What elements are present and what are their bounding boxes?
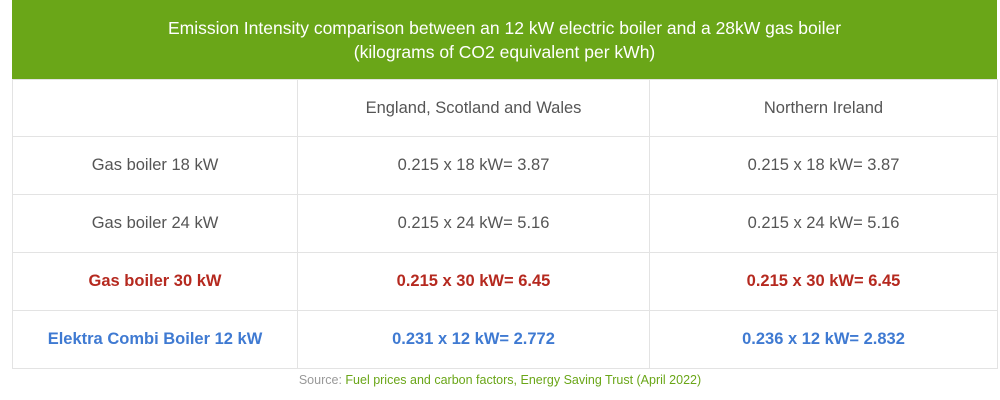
table-title-line1: Emission Intensity comparison between an…: [167, 17, 842, 38]
table-row-highlight-gas-30: Gas boiler 30 kW 0.215 x 30 kW= 6.45 0.2…: [12, 252, 998, 311]
table-title-line2: (kilograms of CO2 equivalent per kWh): [353, 41, 656, 62]
header-cell-empty: [12, 79, 298, 137]
table-title: Emission Intensity comparison between an…: [12, 0, 997, 79]
source-prefix: Source:: [298, 373, 346, 387]
source-caption: Source: Fuel prices and carbon factors, …: [0, 373, 1000, 387]
row-value-gb: 0.231 x 12 kW= 2.772: [297, 310, 650, 369]
emission-table-container: Emission Intensity comparison between an…: [12, 0, 998, 369]
table-row-highlight-elektra: Elektra Combi Boiler 12 kW 0.231 x 12 kW…: [12, 310, 998, 369]
row-label: Gas boiler 24 kW: [12, 194, 298, 253]
row-value-ni: 0.236 x 12 kW= 2.832: [649, 310, 998, 369]
row-label: Elektra Combi Boiler 12 kW: [12, 310, 298, 369]
emission-table: England, Scotland and Wales Northern Ire…: [12, 79, 998, 369]
row-value-gb: 0.215 x 18 kW= 3.87: [297, 136, 650, 195]
row-value-gb: 0.215 x 24 kW= 5.16: [297, 194, 650, 253]
table-row: Gas boiler 24 kW 0.215 x 24 kW= 5.16 0.2…: [12, 194, 998, 253]
table-header-row: England, Scotland and Wales Northern Ire…: [12, 79, 998, 137]
row-value-ni: 0.215 x 24 kW= 5.16: [649, 194, 998, 253]
row-label: Gas boiler 18 kW: [12, 136, 298, 195]
row-label: Gas boiler 30 kW: [12, 252, 298, 311]
source-link[interactable]: Fuel prices and carbon factors, Energy S…: [345, 373, 702, 387]
row-value-ni: 0.215 x 18 kW= 3.87: [649, 136, 998, 195]
table-row: Gas boiler 18 kW 0.215 x 18 kW= 3.87 0.2…: [12, 136, 998, 195]
row-value-gb: 0.215 x 30 kW= 6.45: [297, 252, 650, 311]
header-cell-gb: England, Scotland and Wales: [297, 79, 650, 137]
header-cell-ni: Northern Ireland: [649, 79, 998, 137]
row-value-ni: 0.215 x 30 kW= 6.45: [649, 252, 998, 311]
